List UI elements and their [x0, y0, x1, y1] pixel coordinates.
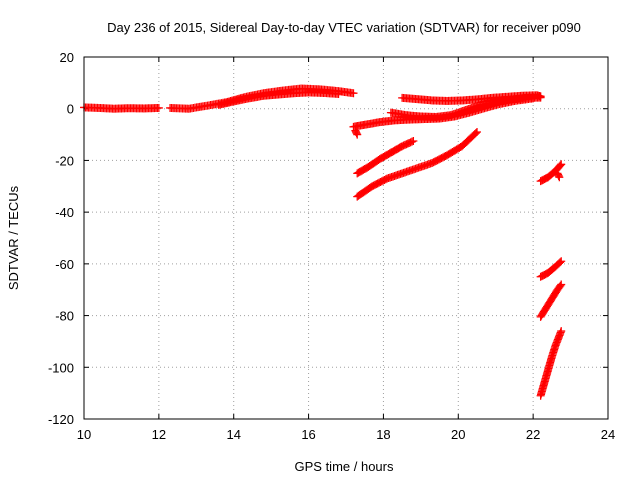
y-tick-label: -100 — [48, 360, 74, 375]
data-point — [557, 257, 566, 266]
x-tick-label: 16 — [301, 427, 315, 442]
x-tick-label: 10 — [77, 427, 91, 442]
x-tick-label: 22 — [526, 427, 540, 442]
series-sat-l — [536, 257, 566, 281]
data-point — [334, 89, 343, 98]
y-tick-label: -40 — [55, 205, 74, 220]
axis-ticks: 10 12 14 16 18 20 22 24 20 0 -20 -40 -60 -80 -100 -120 — [48, 50, 615, 442]
data-point — [471, 129, 480, 138]
y-tick-label: -120 — [48, 412, 74, 427]
series-sat-g — [351, 126, 362, 139]
series-sat-j — [536, 160, 566, 186]
series-sat-a — [80, 103, 163, 113]
series-sat-c — [214, 88, 343, 109]
x-tick-label: 24 — [601, 427, 615, 442]
y-tick-label: -20 — [55, 153, 74, 168]
x-axis-label: GPS time / hours — [295, 459, 394, 474]
data-point — [556, 258, 565, 267]
data-points — [80, 84, 566, 400]
plot-frame — [83, 56, 609, 420]
series-sat-n — [536, 327, 566, 400]
data-point — [557, 280, 566, 289]
series-sat-k — [553, 169, 564, 182]
y-tick-label: 0 — [67, 102, 74, 117]
series-sat-f — [398, 91, 545, 105]
x-tick-label: 20 — [451, 427, 465, 442]
y-tick-label: 20 — [60, 50, 74, 65]
data-point — [536, 92, 545, 101]
chart-title: Day 236 of 2015, Sidereal Day-to-day VTE… — [107, 20, 581, 35]
data-point — [557, 160, 566, 169]
x-tick-label: 12 — [152, 427, 166, 442]
data-point — [556, 281, 565, 290]
data-point — [349, 89, 358, 98]
x-tick-label: 18 — [376, 427, 390, 442]
data-point — [353, 130, 362, 139]
x-tick-label: 14 — [226, 427, 240, 442]
series-sat-m — [536, 280, 566, 321]
data-point — [154, 103, 163, 112]
y-axis-label: SDTVAR / TECUs — [6, 185, 21, 290]
data-point — [409, 137, 418, 146]
series-sat-h — [353, 137, 418, 178]
data-point — [473, 127, 481, 136]
data-point — [557, 327, 566, 336]
y-tick-label: -80 — [55, 309, 74, 324]
y-tick-label: -60 — [55, 257, 74, 272]
data-point — [555, 173, 564, 182]
grid — [84, 57, 608, 419]
data-point — [556, 161, 565, 170]
series-sat-i — [353, 127, 481, 201]
